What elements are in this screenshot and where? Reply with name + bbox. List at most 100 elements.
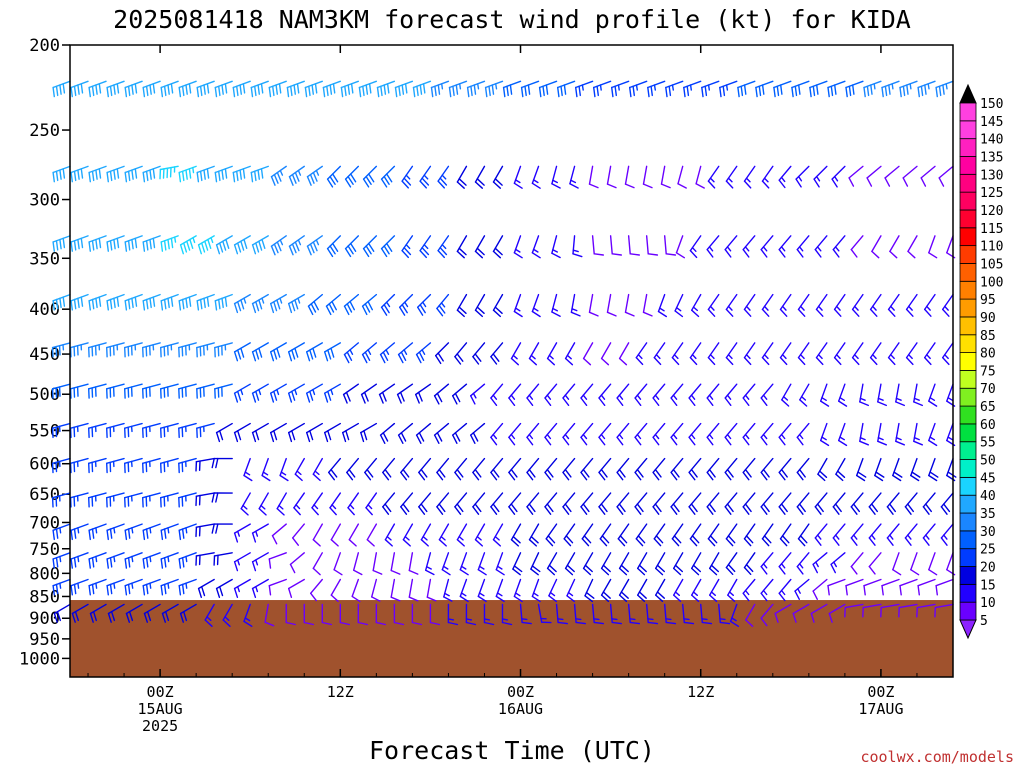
wind-barb: [365, 492, 378, 516]
wind-barb: [88, 165, 107, 183]
wind-barb: [850, 492, 864, 515]
wind-barb: [928, 383, 938, 407]
wind-barb: [306, 235, 323, 256]
wind-barb: [562, 492, 576, 515]
wind-barb: [362, 165, 378, 188]
wind-barb: [214, 383, 233, 399]
wind-barb: [573, 603, 586, 625]
wind-barb: [898, 603, 918, 618]
wind-barb: [531, 578, 541, 603]
wind-barb: [51, 492, 71, 508]
y-tick-label: 350: [29, 249, 60, 269]
wind-barb: [642, 293, 653, 317]
colorbar-swatch: [959, 173, 977, 193]
y-tick-label: 200: [29, 36, 60, 56]
wind-barb: [617, 523, 630, 547]
colorbar-swatch: [959, 441, 977, 460]
wind-barb: [408, 552, 419, 575]
wind-barb: [106, 552, 125, 569]
wind-barb: [454, 342, 468, 365]
wind-barb: [250, 80, 269, 98]
wind-barb: [700, 603, 713, 625]
colorbar-legend: 5 10 15 20 25 30 35 40 45 50 55 60 65 70 75 80 85 90 95 100…: [959, 83, 1003, 640]
y-tick: 250: [29, 121, 70, 141]
wind-barb: [742, 492, 756, 515]
wind-barb: [665, 80, 684, 98]
plot-frame: [69, 44, 954, 678]
wind-barb: [761, 293, 774, 317]
wind-barb: [52, 578, 71, 596]
wind-barb: [141, 492, 161, 508]
wind-barb: [289, 552, 305, 574]
wind-barb: [215, 422, 233, 443]
wind-barb: [159, 422, 179, 439]
wind-barb: [796, 552, 810, 575]
wind-barb: [178, 342, 197, 358]
wind-barb: [88, 578, 107, 596]
y-tick-label: 600: [29, 455, 60, 475]
wind-barb: [251, 523, 269, 543]
wind-barb: [214, 293, 233, 311]
wind-barb: [674, 293, 684, 318]
wind-barb: [106, 293, 125, 311]
wind-barb: [142, 235, 161, 252]
wind-barb: [105, 422, 125, 439]
wind-barb: [360, 383, 378, 404]
wind-barb: [743, 342, 756, 366]
wind-barb: [691, 578, 702, 602]
wind-barb: [695, 165, 705, 189]
wind-barb: [513, 578, 523, 603]
wind-barb: [178, 293, 197, 311]
wind-barb: [835, 457, 846, 482]
wind-barb: [342, 383, 360, 404]
wind-barb: [343, 342, 360, 364]
wind-barb: [178, 552, 197, 569]
wind-barb: [671, 523, 684, 547]
wind-barb: [243, 457, 253, 482]
colorbar-swatch: [959, 548, 977, 567]
wind-barb: [324, 342, 342, 362]
wind-barb: [689, 523, 702, 547]
wind-barb: [433, 383, 450, 405]
wind-barb: [940, 523, 954, 546]
wind-barb: [419, 235, 432, 259]
wind-barb: [778, 552, 792, 575]
colorbar-swatch: [959, 601, 977, 621]
y-tick-label: 850: [29, 587, 60, 607]
colorbar-label: 35: [980, 507, 996, 522]
wind-barb: [760, 552, 774, 575]
wind-barb: [922, 523, 936, 546]
wind-barb: [551, 165, 561, 189]
wind-barb: [572, 235, 583, 258]
wind-barb: [935, 578, 954, 596]
wind-barb: [304, 80, 323, 98]
wind-barb: [582, 552, 594, 576]
wind-barb: [288, 578, 305, 598]
colorbar-swatch: [959, 423, 977, 443]
wind-barb: [838, 422, 848, 447]
wind-barb: [588, 165, 599, 189]
wind-barb: [781, 383, 792, 407]
wind-barb: [211, 492, 233, 503]
wind-barb: [106, 523, 125, 541]
wind-barb: [70, 80, 89, 98]
wind-barb: [88, 80, 107, 98]
wind-barb: [606, 165, 617, 189]
wind-barb: [307, 293, 323, 316]
wind-barb: [616, 383, 630, 406]
wind-barb: [706, 492, 720, 515]
wind-barb: [820, 422, 830, 447]
colorbar-swatch: [959, 387, 977, 407]
x-tick-label: 17AUG: [858, 700, 903, 718]
wind-barb: [433, 422, 450, 444]
wind-barb: [312, 523, 323, 547]
wind-barb: [812, 552, 828, 574]
wind-barb: [213, 552, 233, 566]
wind-barb: [815, 293, 828, 317]
wind-barb: [942, 342, 954, 366]
wind-barb: [508, 422, 522, 446]
wind-barb: [598, 492, 612, 515]
wind-barb: [268, 578, 287, 596]
wind-barb: [465, 603, 477, 626]
